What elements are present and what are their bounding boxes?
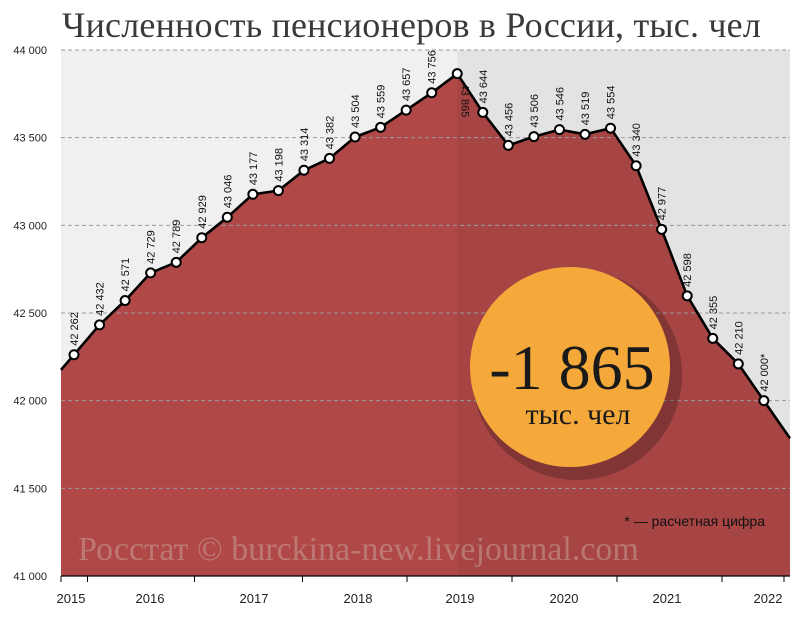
footnote: * — расчетная цифра	[624, 513, 765, 529]
watermark-text: Росстат © burckina-new.livejournal.com	[78, 531, 639, 568]
badge: -1 865 тыс. чел	[470, 267, 682, 480]
data-label: 42 000*	[759, 353, 771, 392]
data-label: 42 789	[171, 220, 183, 254]
data-label: 43 504	[350, 94, 362, 128]
data-point	[196, 232, 208, 244]
data-point	[605, 122, 617, 134]
data-point	[119, 295, 131, 307]
chart-title: Численность пенсионеров в России, тыс. ч…	[62, 5, 761, 45]
data-point	[758, 395, 770, 407]
data-label: 43 046	[222, 175, 234, 209]
data-point	[426, 87, 438, 99]
data-point	[732, 358, 744, 370]
data-label: 43 456	[503, 103, 515, 137]
data-point	[400, 104, 412, 116]
x-year-label: 2016	[136, 591, 165, 606]
data-point	[349, 131, 361, 143]
x-year-label: 2022	[754, 591, 783, 606]
x-year-label: 2021	[653, 591, 682, 606]
badge-unit: тыс. чел	[526, 398, 631, 431]
data-label: 43 546	[554, 87, 566, 121]
x-year-label: 2019	[446, 591, 475, 606]
data-point	[94, 319, 106, 331]
data-label: 43 506	[529, 94, 541, 128]
data-point	[579, 128, 591, 140]
data-point	[656, 223, 668, 235]
data-point	[502, 139, 514, 151]
data-point	[170, 256, 182, 268]
data-label: 43 177	[248, 152, 260, 186]
data-label: 43 756	[427, 50, 439, 84]
data-label: 43 198	[273, 148, 285, 182]
data-label: 43 644	[478, 70, 490, 104]
data-point	[375, 121, 387, 133]
x-year-label: 2015	[57, 591, 86, 606]
data-point	[247, 188, 259, 200]
y-tick-label: 41 000	[13, 571, 47, 583]
data-point	[681, 290, 693, 302]
data-label: 43 559	[376, 85, 388, 119]
x-year-label: 2020	[550, 591, 579, 606]
y-tick-label: 44 000	[13, 45, 47, 57]
data-label: 43 340	[631, 123, 643, 157]
data-point	[298, 164, 310, 176]
y-tick-label: 41 500	[13, 483, 47, 495]
data-label: 43 554	[606, 86, 618, 120]
data-label: 43 519	[580, 92, 592, 126]
data-point	[707, 332, 719, 344]
data-label: 43 382	[325, 116, 337, 150]
data-point	[324, 152, 335, 164]
data-point	[477, 106, 489, 118]
data-point	[145, 267, 157, 279]
y-tick-label: 43 000	[13, 220, 47, 232]
x-year-label: 2018	[344, 591, 373, 606]
badge-circle	[470, 267, 670, 467]
data-label: 42 729	[146, 230, 158, 264]
data-label: 42 432	[95, 282, 107, 316]
data-label: 42 355	[708, 296, 720, 330]
data-point	[68, 349, 80, 361]
data-label: 43 657	[401, 67, 413, 101]
y-tick-label: 43 500	[13, 133, 47, 145]
data-label: 42 262	[69, 312, 81, 346]
data-point	[451, 68, 463, 80]
data-label: 42 210	[733, 321, 745, 355]
y-tick-label: 42 500	[13, 308, 47, 320]
data-label: 42 929	[197, 195, 209, 229]
badge-value: -1 865	[489, 332, 654, 403]
data-label: 42 571	[120, 258, 132, 292]
data-point	[630, 160, 642, 172]
data-label: 42 977	[657, 187, 669, 221]
data-label: 42 598	[682, 253, 694, 287]
data-point	[528, 131, 540, 143]
data-label: 43 314	[299, 128, 311, 162]
data-point	[272, 185, 284, 197]
x-year-label: 2017	[240, 591, 269, 606]
y-tick-label: 42 000	[13, 396, 47, 408]
data-point	[553, 124, 565, 136]
data-label: 43 865	[458, 84, 470, 118]
data-point	[221, 211, 233, 223]
